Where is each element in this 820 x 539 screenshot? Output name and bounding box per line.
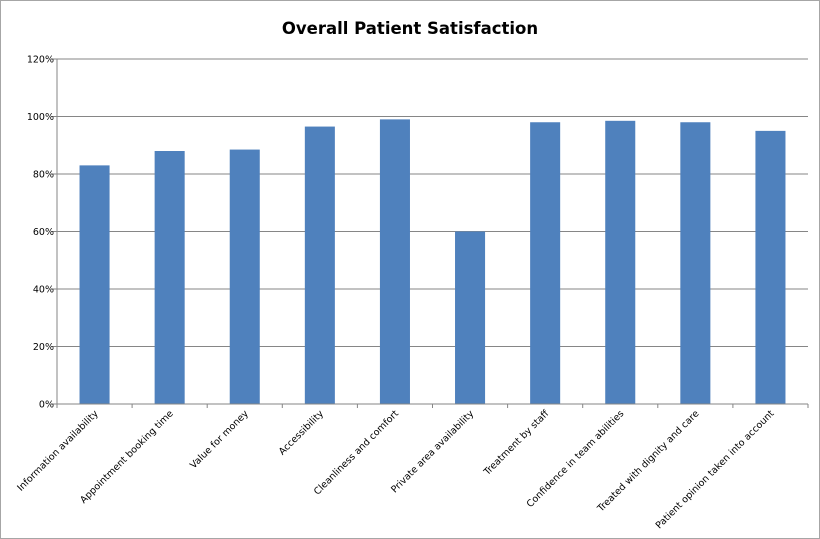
y-tick-label: 0% [39,400,54,411]
y-tick-label: 60% [33,227,54,238]
y-tick-label: 80% [33,170,54,181]
x-category-label: Cleanliness and comfort [312,408,401,497]
bar [379,119,410,404]
bar [154,151,185,404]
x-category-label: Treatment by staff [481,408,551,478]
x-category-label: Accessibility [277,408,326,457]
x-category-label: Value for money [188,408,251,471]
bar [229,149,260,404]
bar [680,122,711,404]
y-tick-label: 120% [27,55,54,66]
x-category-label: Information availability [15,408,101,494]
axes [56,59,809,408]
y-tick-labels: 0% 20% 40% 60% 80% 100% 120% [27,55,54,411]
x-category-label: Patient opinion taken into account [654,408,777,531]
bar [755,130,786,404]
y-tick-label: 40% [33,285,54,296]
bar [304,126,335,404]
y-tick-label: 20% [33,342,54,353]
y-tick-label: 100% [27,112,54,123]
bars [79,119,786,404]
bar [530,122,561,404]
bar [605,120,636,404]
chart-title: Overall Patient Satisfaction [281,19,539,38]
bar [79,165,110,404]
bar [455,231,486,404]
x-category-label: Private area availability [389,408,476,495]
